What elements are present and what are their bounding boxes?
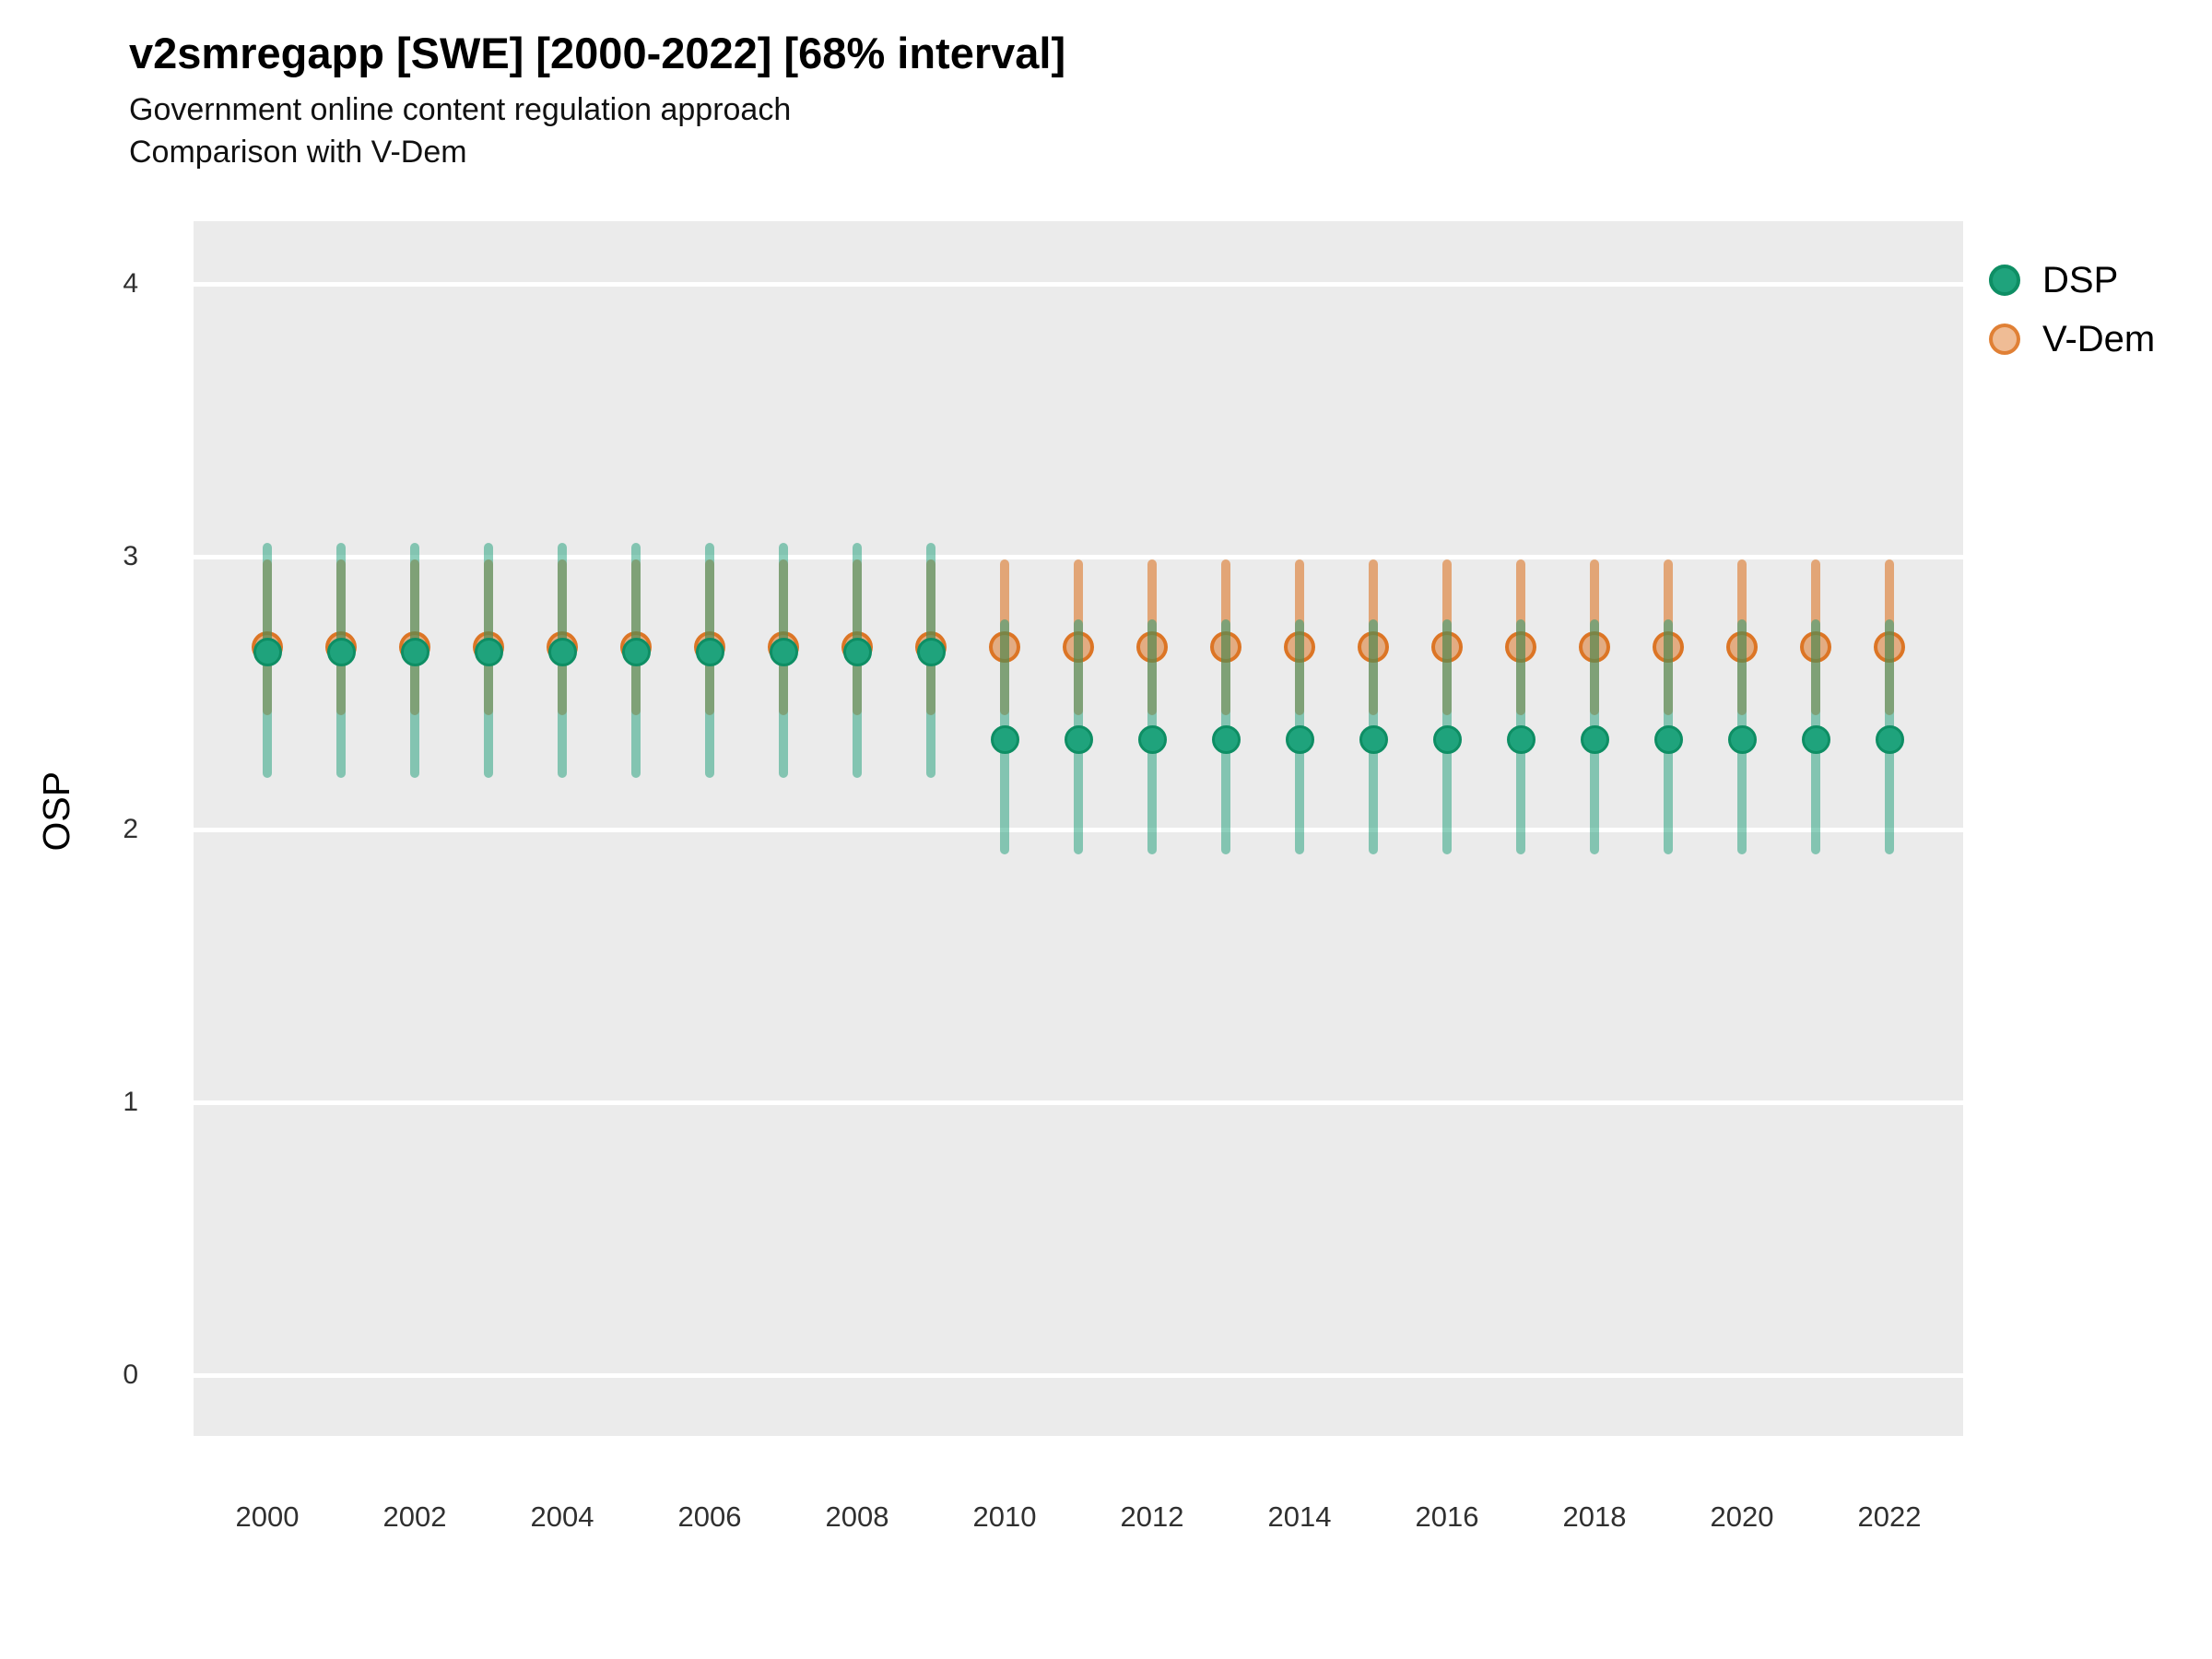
- chart-subtitle-comparison: Comparison with V-Dem: [129, 135, 467, 170]
- dsp-point: [326, 638, 356, 667]
- y-tick-label: 3: [123, 541, 138, 571]
- dsp-point: [547, 638, 577, 667]
- x-tick-label: 2012: [1120, 1500, 1184, 1533]
- dsp-point: [916, 638, 946, 667]
- dsp-point: [1359, 724, 1388, 754]
- dsp-point: [1432, 724, 1462, 754]
- chart-subtitle: Government online content regulation app…: [129, 92, 792, 127]
- x-tick-label: 2014: [1267, 1500, 1332, 1533]
- dsp-point: [253, 638, 282, 667]
- x-tick-label: 2000: [235, 1500, 300, 1533]
- x-tick-label: 2004: [530, 1500, 594, 1533]
- legend-label-dsp: DSP: [2042, 259, 2119, 300]
- dsp-point: [621, 638, 651, 667]
- legend: DSP V-Dem: [1989, 251, 2155, 369]
- x-tick-label: 2022: [1857, 1500, 1922, 1533]
- x-tick-label: 2020: [1710, 1500, 1774, 1533]
- dsp-point: [1653, 724, 1683, 754]
- dsp-legend-swatch-icon: [1989, 265, 2020, 296]
- gridline-y-0: [194, 1372, 1963, 1378]
- gridline-y-3: [194, 554, 1963, 559]
- dsp-point: [1875, 724, 1904, 754]
- x-tick-label: 2008: [825, 1500, 889, 1533]
- dsp-point: [695, 638, 724, 667]
- y-tick-label: 1: [123, 1087, 138, 1117]
- dsp-point: [1211, 724, 1241, 754]
- y-tick-label: 2: [123, 814, 138, 844]
- dsp-point: [1801, 724, 1830, 754]
- legend-label-vdem: V-Dem: [2042, 318, 2156, 359]
- dsp-point: [1137, 724, 1167, 754]
- legend-item-dsp: DSP: [1989, 251, 2155, 310]
- dsp-point: [769, 638, 798, 667]
- x-tick-label: 2006: [677, 1500, 742, 1533]
- dsp-point: [400, 638, 429, 667]
- y-tick-label: 0: [123, 1359, 138, 1390]
- dsp-point: [1285, 724, 1314, 754]
- gridline-y-4: [194, 281, 1963, 287]
- x-tick-label: 2018: [1562, 1500, 1627, 1533]
- dsp-point: [1064, 724, 1093, 754]
- chart-title: v2smregapp [SWE] [2000-2022] [68% interv…: [129, 29, 1066, 77]
- x-tick-label: 2016: [1415, 1500, 1479, 1533]
- dsp-point: [1506, 724, 1535, 754]
- legend-item-vdem: V-Dem: [1989, 310, 2155, 369]
- dsp-point: [842, 638, 872, 667]
- dsp-point: [474, 638, 503, 667]
- dsp-point: [990, 724, 1019, 754]
- vdem-legend-swatch-icon: [1989, 324, 2020, 355]
- dsp-point: [1580, 724, 1609, 754]
- y-tick-label: 4: [123, 268, 138, 299]
- x-tick-label: 2002: [382, 1500, 447, 1533]
- dsp-point: [1727, 724, 1757, 754]
- x-tick-label: 2010: [972, 1500, 1037, 1533]
- gridline-y-1: [194, 1100, 1963, 1105]
- plot-panel: [194, 221, 1963, 1436]
